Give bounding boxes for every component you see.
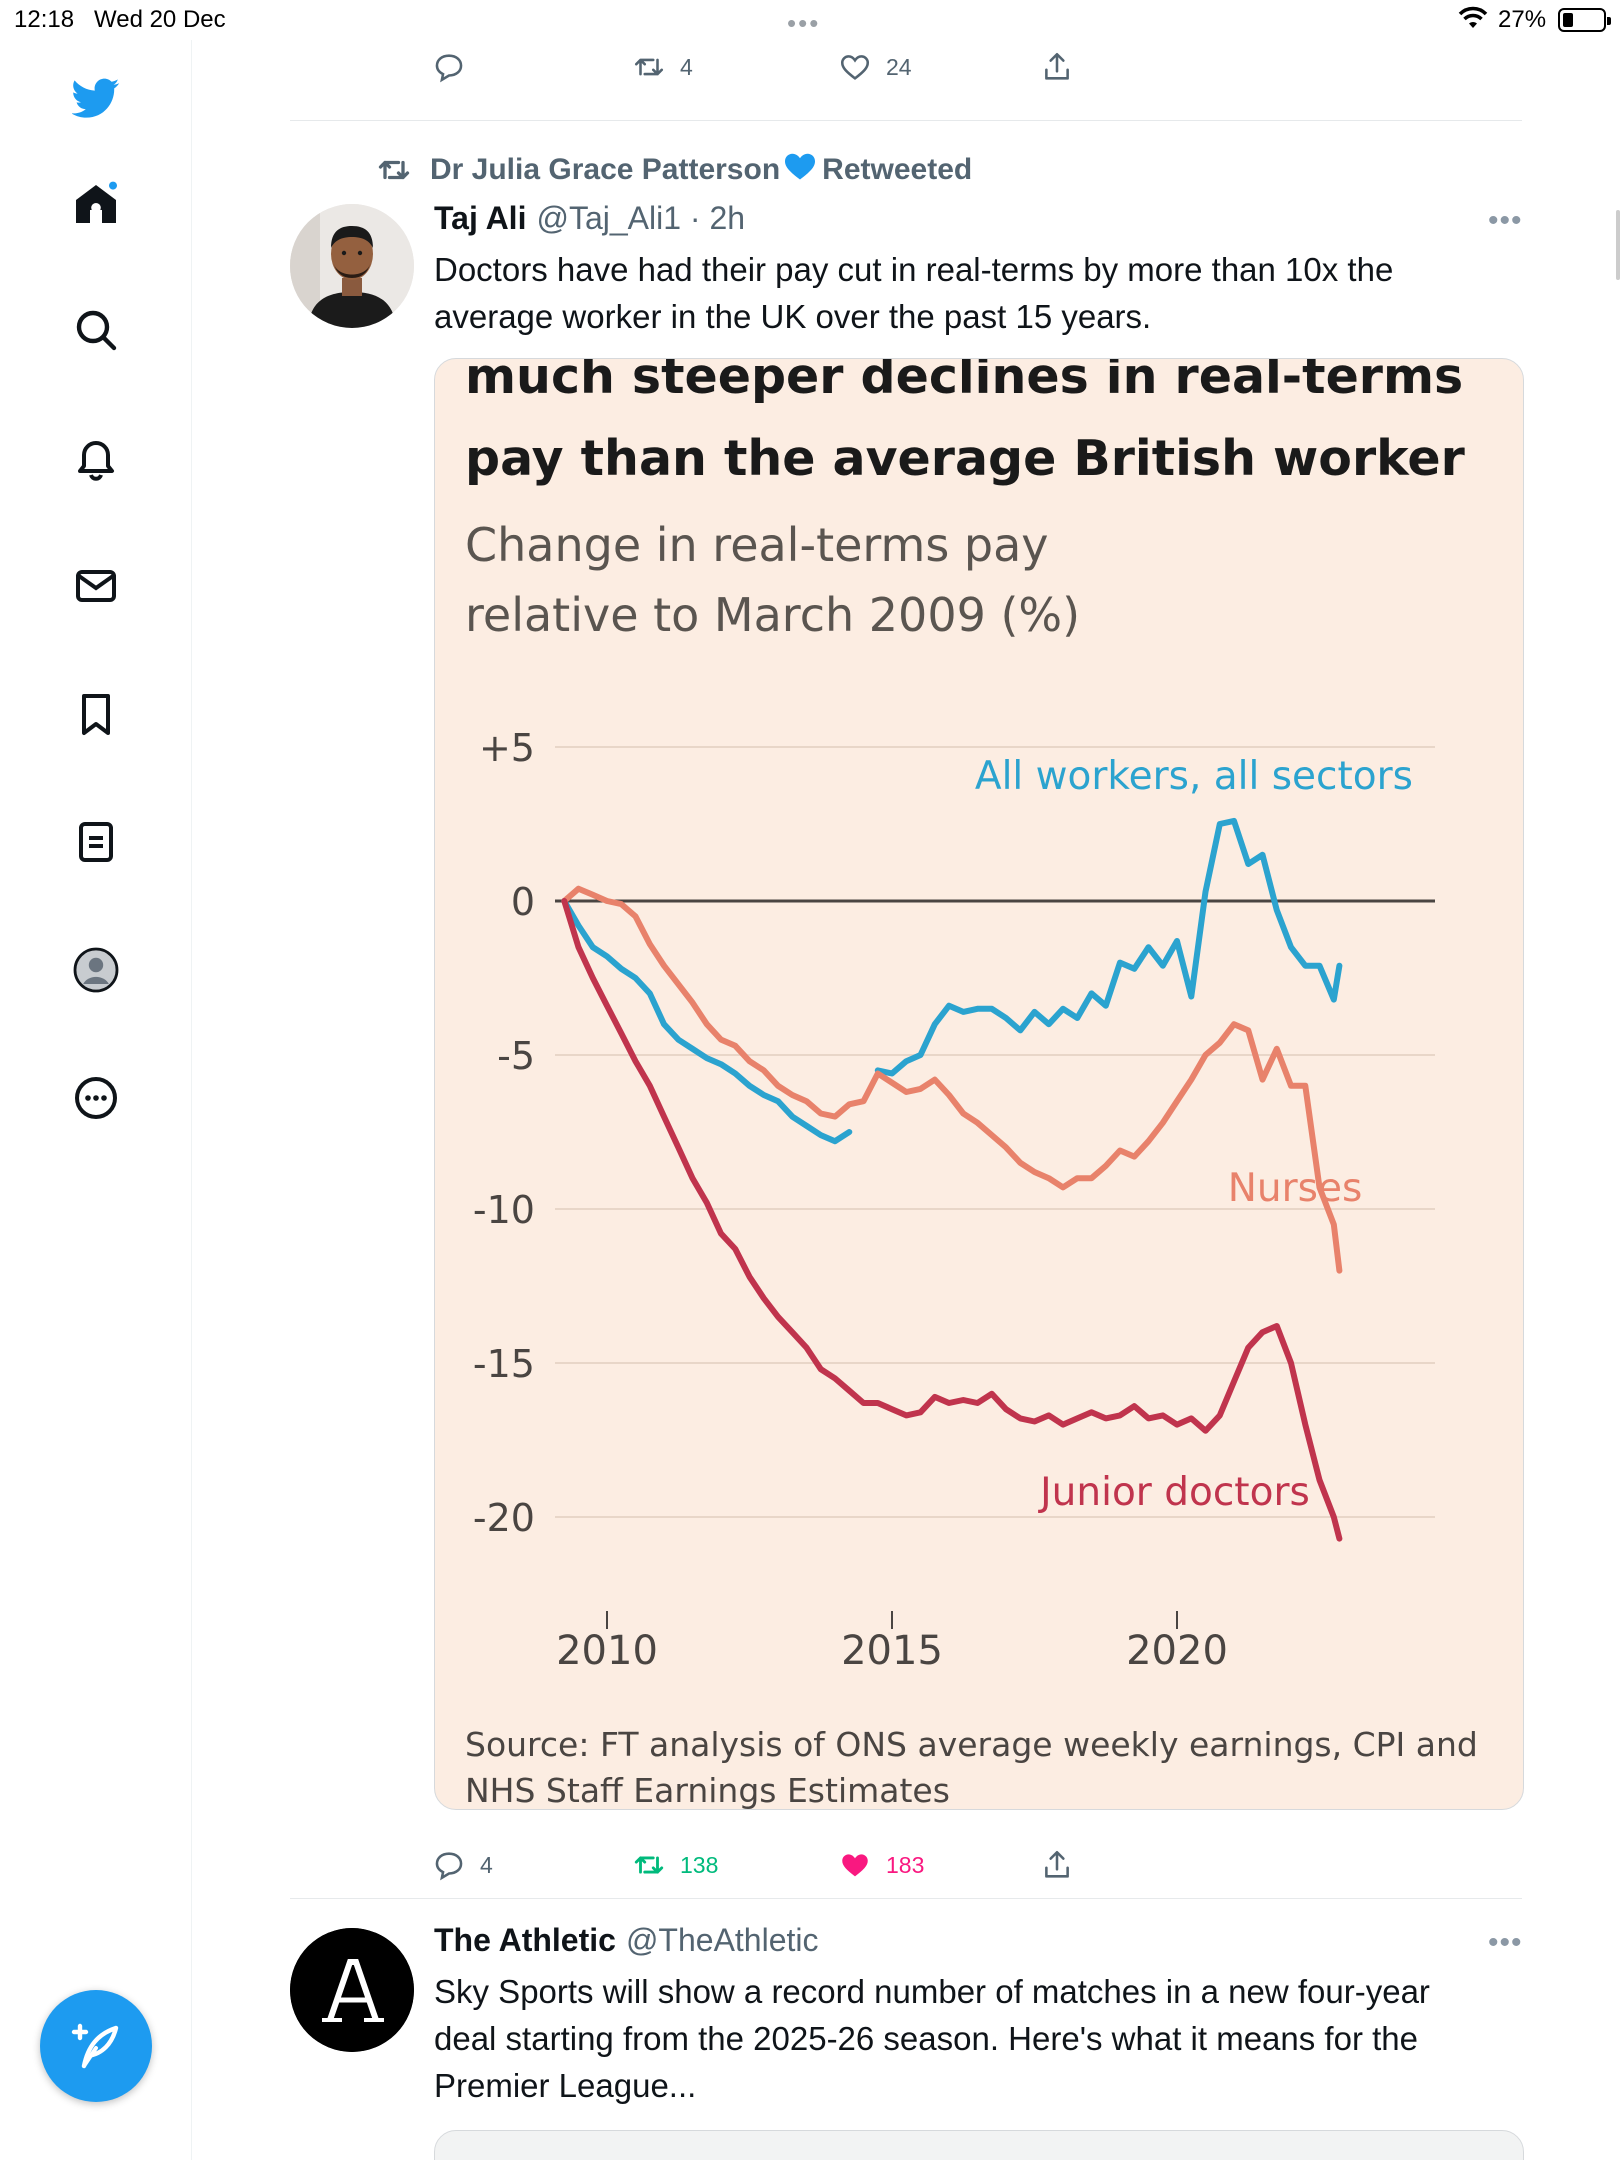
retweet-count: 4 [680,53,693,80]
compose-tweet-icon [71,2023,119,2069]
share-icon [1045,1850,1069,1878]
y-tick-label: -15 [473,1342,535,1386]
chart-subtitle-line: Change in real-terms pay [465,518,1049,572]
tweet-header: The Athletic @TheAthletic [434,1922,819,1959]
heart-icon [840,55,870,80]
author-handle[interactable]: @TheAthletic [625,1922,819,1958]
more-options-icon[interactable]: ••• [1488,1926,1523,1959]
retweet-icon [378,160,410,180]
author-handle-time[interactable]: @Taj_Ali1 · 2h [536,200,746,236]
the-athletic-logo-icon [290,1928,414,2052]
chart-subtitle-line: relative to March 2009 (%) [465,588,1080,642]
status-date: Wed 20 Dec [94,6,226,33]
retweet-button[interactable]: 138 [632,1848,718,1882]
compose-tweet-button[interactable] [40,1990,152,2102]
x-tick-label: 2010 [556,1628,658,1674]
y-tick-label: -5 [497,1034,535,1078]
twitter-logo-icon[interactable] [64,66,128,130]
retweet-icon [634,58,664,76]
share-button[interactable] [1040,1848,1088,1882]
chart-title-line: much steeper declines in real-terms [465,359,1463,405]
retweeted-label: Retweeted [822,153,973,186]
more-icon[interactable] [64,1066,128,1130]
y-tick-label: 0 [511,880,535,924]
series-line-0 [561,817,1343,1145]
battery-icon [1558,8,1611,32]
series-label: Junior doctors [1037,1470,1310,1515]
search-icon[interactable] [64,298,128,362]
like-count: 24 [886,53,912,80]
reply-icon [435,54,463,83]
series-label: Nurses [1228,1166,1363,1211]
tweet-divider [290,120,1522,121]
x-tick-label: 2015 [841,1628,943,1674]
like-button[interactable]: 24 [838,50,912,84]
messages-icon[interactable] [64,554,128,618]
profile-icon[interactable] [64,938,128,1002]
home-icon[interactable] [64,172,128,236]
avatar[interactable] [290,1928,414,2052]
author-name[interactable]: The Athletic [434,1922,616,1958]
reply-count: 4 [480,1851,493,1878]
retweeted-by-line[interactable]: Dr Julia Grace Patterson Retweeted [376,148,972,192]
tweet-header: Taj Ali @Taj_Ali1 · 2h [434,200,745,237]
series-line-1 [561,885,1343,1274]
blue-heart-icon [782,148,818,192]
scrollbar[interactable] [1616,210,1620,280]
notifications-icon[interactable] [64,426,128,490]
battery-percent: 27% [1498,6,1547,33]
series-label: All workers, all sectors [975,754,1413,799]
chart-source-line: Source: FT analysis of ONS average weekl… [465,1725,1478,1764]
reply-icon [435,1852,463,1881]
chart: much steeper declines in real-terms pay t… [465,359,1478,1810]
sidebar [0,40,192,2160]
retweeter-name[interactable]: Dr Julia Grace Patterson [430,153,781,186]
series-line-2 [561,898,1343,1542]
lists-icon[interactable] [64,810,128,874]
y-tick-label: -10 [473,1188,535,1232]
more-options-icon[interactable]: ••• [1488,204,1523,237]
y-tick-label: +5 [479,726,535,770]
tweet-divider [290,1898,1522,1899]
heart-filled-icon [842,1854,868,1877]
retweet-button[interactable]: 4 [632,50,693,84]
author-name[interactable]: Taj Ali [434,200,527,236]
retweet-count: 138 [680,1851,719,1878]
prev-tweet-actions: 4 24 [192,50,1620,90]
chart-title-line: pay than the average British worker [465,430,1466,487]
bookmarks-icon[interactable] [64,682,128,746]
retweet-icon [634,1856,664,1874]
like-button[interactable]: 183 [838,1848,924,1882]
status-bar: 12:18 Wed 20 Dec ••• 27% [0,0,1620,40]
like-count: 183 [886,1851,925,1878]
avatar-photo [290,204,414,328]
tweet-text: Doctors have had their pay cut in real-t… [434,251,1394,335]
chart-source-line: NHS Staff Earnings Estimates [465,1771,950,1810]
reply-button[interactable] [432,50,480,84]
multitasking-dots-icon[interactable]: ••• [787,8,821,38]
tweet-text: Sky Sports will show a record number of … [434,1973,1430,2104]
y-tick-label: -20 [473,1496,535,1540]
share-icon [1045,52,1069,80]
tweet-media-preview[interactable] [434,2130,1524,2160]
tweet-media-chart[interactable]: much steeper declines in real-terms pay t… [434,358,1524,1810]
status-time: 12:18 [14,6,75,33]
reply-button[interactable]: 4 [432,1848,493,1882]
avatar[interactable] [290,204,414,328]
share-button[interactable] [1040,50,1088,84]
tweet-actions: 4 138 183 [192,1848,1620,1888]
x-tick-label: 2020 [1126,1628,1228,1674]
wifi-icon [1458,4,1488,37]
